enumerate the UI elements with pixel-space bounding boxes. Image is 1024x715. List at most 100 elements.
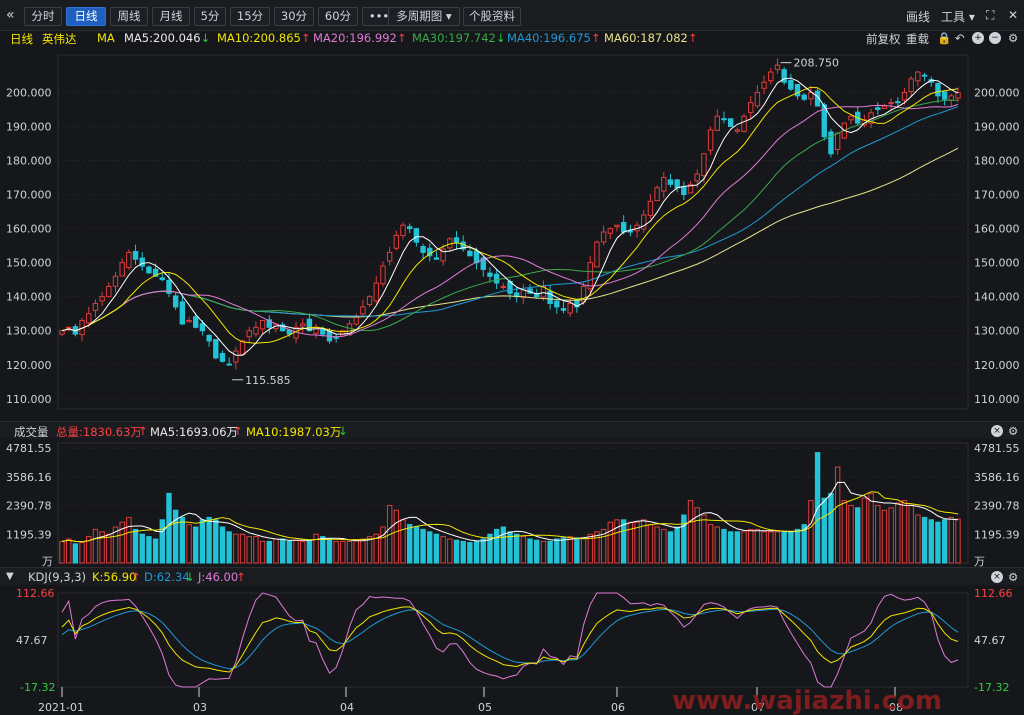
price-tick-right: 200.000 [974,86,1020,99]
undo-icon[interactable]: ↶ [955,31,965,45]
candle-body [433,257,440,260]
tab-8[interactable]: ••• [362,7,396,26]
price-chart[interactable]: 200.000 200.000 190.000 190.000 180.000 180.0… [0,47,1024,419]
candle-body [814,90,821,107]
candle-body [627,230,634,233]
volume-bar [761,531,767,564]
ma-arrow-1: ↑ [300,31,311,45]
price-tick-right: 190.000 [974,120,1020,133]
tab-7[interactable]: 60分 [318,7,358,26]
volume-bar [808,500,814,564]
candle-body [828,131,834,155]
tab-6[interactable]: 30分 [274,7,314,26]
close-panel-icon[interactable]: × [991,425,1003,437]
tab-1[interactable]: 日线 [66,7,106,26]
close-panel-icon[interactable]: × [991,571,1003,583]
volume-bar [253,536,259,564]
candle-body [266,319,272,328]
volume-bar [794,528,801,564]
back-icon[interactable]: « [6,7,15,23]
volume-bar [420,528,426,564]
volume-bar [687,500,694,564]
candle-body [253,326,259,335]
candle-body [540,285,547,298]
candle-body [761,81,767,89]
price-bg [0,47,1024,419]
date-label: 08 [889,701,903,714]
volume-bar [460,540,466,564]
candle-body [407,226,413,230]
tab-3[interactable]: 月线 [152,7,190,26]
reload-button[interactable]: 重载 [906,32,929,46]
tab-5[interactable]: 15分 [230,7,270,26]
kdj-d: D:62.34 [144,570,190,584]
kdj-chart[interactable]: 112.66 112.66 47.67 47.67 -17.32 -17.32 2021-0… [0,585,1024,715]
candle-body [707,129,714,151]
candle-body [132,250,139,260]
volume-bar [620,519,627,564]
high-label: 208.750 [793,57,839,70]
tools-dropdown[interactable]: 工具 ▾ [941,10,975,24]
candle-body [674,179,680,189]
candle-body [667,179,674,185]
candle-body [500,285,507,288]
candle-body [641,214,647,230]
collapse-icon[interactable]: ▼ [6,571,14,582]
volume-bar [534,539,540,564]
tab-2[interactable]: 周线 [110,7,148,26]
candle-body [413,228,420,243]
draw-line-button[interactable]: 画线 [906,10,931,24]
volume-bar [79,542,85,564]
date-label: 05 [478,701,492,714]
volume-bar [59,540,65,564]
candle-body [467,250,473,257]
volume-chart[interactable]: 4781.55 4781.55 3586.16 3586.16 2390.78 2390.… [0,439,1024,567]
settings-icon[interactable]: ⚙ [1008,31,1019,45]
price-frame [57,54,969,410]
volume-bar [654,526,660,564]
candle-body [92,302,99,311]
candle-body [661,177,667,192]
volume-bar [166,492,172,564]
kdj-k-arrow: ↑ [131,570,141,584]
zoom-out-icon[interactable]: − [989,32,1001,44]
volume-bar [433,533,440,564]
volume-title: 成交量 [14,425,49,439]
candle-body [213,339,219,359]
zoom-in-icon[interactable]: + [972,32,984,44]
candle-body [179,301,186,325]
expand-icon[interactable]: ⛶ [986,8,995,22]
candle-body [928,79,934,83]
lock-icon[interactable]: 🔒 [937,31,952,45]
candle-body [366,296,373,305]
volume-bar [152,538,159,564]
kdj-title: KDJ(9,3,3) [28,570,87,584]
candle-body [554,300,560,308]
volume-bar [821,497,827,564]
kdj-j-arrow: ↑ [236,570,246,584]
volume-bar [407,524,413,564]
adjust-button[interactable]: 前复权 [866,32,901,46]
volume-bar [935,521,941,564]
candle-body [901,91,908,101]
settings-icon[interactable]: ⚙ [1008,424,1019,438]
volume-bar [126,516,132,564]
multi-period-dropdown[interactable]: 多周期图 ▾ [388,7,460,26]
candle-body [353,316,359,325]
stock-info-button[interactable]: 个股资料 [463,7,521,26]
candle-body [714,115,720,131]
volume-bar [574,537,580,564]
volume-bar [233,533,239,564]
settings-icon[interactable]: ⚙ [1008,570,1019,584]
candle-body [112,275,119,287]
candle-body [453,237,460,243]
candle-body [587,262,593,290]
close-icon[interactable]: ✕ [1008,8,1019,22]
tab-0[interactable]: 分时 [24,7,62,26]
volume-bar [888,507,894,564]
volume-bar [560,537,567,564]
volume-bar [447,538,453,564]
volume-bar [928,519,934,564]
volume-bar [600,528,607,564]
tab-4[interactable]: 5分 [194,7,226,26]
